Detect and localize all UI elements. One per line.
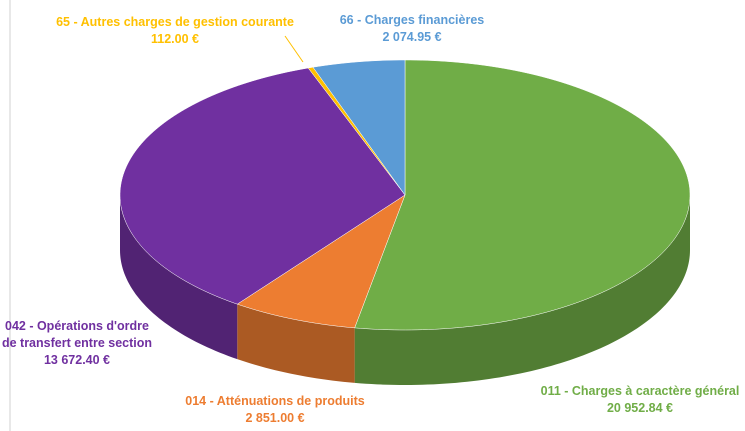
label-name: 042 - Opérations d'ordre de transfert en… [1, 319, 153, 350]
pie-tops [119, 59, 691, 331]
slice-label: 65 - Autres charges de gestion courante 1… [45, 14, 305, 48]
slice-side [237, 304, 355, 383]
slice [354, 59, 691, 331]
slice-side [354, 195, 690, 385]
slice-label: 66 - Charges financières 2 074.95 € [332, 12, 492, 46]
label-value: 2 074.95 € [382, 30, 442, 44]
label-value: 13 672.40 € [43, 353, 111, 367]
label-name: 66 - Charges financières [339, 13, 485, 27]
label-value: 20 952.84 € [606, 401, 674, 415]
slice [119, 67, 406, 305]
slice-label: 042 - Opérations d'ordre de transfert en… [0, 318, 157, 369]
label-name: 65 - Autres charges de gestion courante [56, 15, 294, 29]
leader-line [284, 35, 304, 63]
label-value: 2 851.00 € [245, 411, 305, 425]
slice [236, 194, 406, 329]
label-name: 011 - Charges à caractère général [540, 384, 740, 398]
label-name: 014 - Atténuations de produits [185, 394, 365, 408]
slice-label: 011 - Charges à caractère général 20 952.… [530, 383, 745, 417]
slice [312, 59, 406, 196]
label-value: 112.00 € [151, 32, 199, 46]
slice-label: 014 - Atténuations de produits 2 851.00 € [175, 393, 375, 427]
